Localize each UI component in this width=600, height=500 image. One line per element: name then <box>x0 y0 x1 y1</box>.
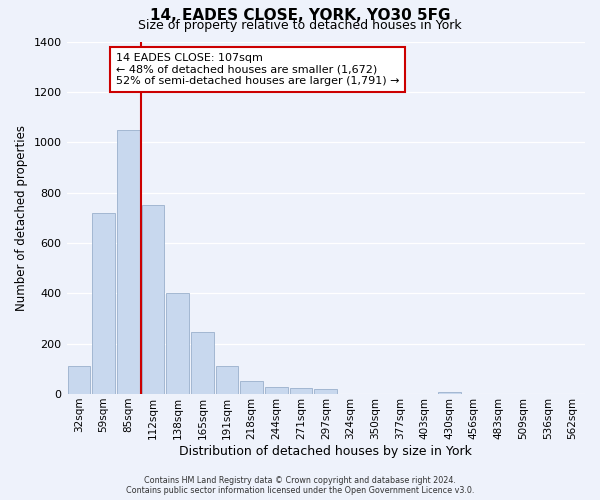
Bar <box>241 382 263 394</box>
Bar <box>438 392 461 394</box>
Y-axis label: Number of detached properties: Number of detached properties <box>15 125 28 311</box>
Bar <box>290 388 313 394</box>
Text: Size of property relative to detached houses in York: Size of property relative to detached ho… <box>138 18 462 32</box>
Bar <box>314 389 337 394</box>
Bar <box>68 366 90 394</box>
Text: 14, EADES CLOSE, YORK, YO30 5FG: 14, EADES CLOSE, YORK, YO30 5FG <box>150 8 450 22</box>
Bar <box>191 332 214 394</box>
Bar <box>142 205 164 394</box>
Bar <box>166 294 189 394</box>
Bar <box>265 387 288 394</box>
Bar <box>117 130 140 394</box>
Text: 14 EADES CLOSE: 107sqm
← 48% of detached houses are smaller (1,672)
52% of semi-: 14 EADES CLOSE: 107sqm ← 48% of detached… <box>116 53 400 86</box>
Text: Contains HM Land Registry data © Crown copyright and database right 2024.
Contai: Contains HM Land Registry data © Crown c… <box>126 476 474 495</box>
X-axis label: Distribution of detached houses by size in York: Distribution of detached houses by size … <box>179 444 472 458</box>
Bar <box>215 366 238 394</box>
Bar <box>92 212 115 394</box>
